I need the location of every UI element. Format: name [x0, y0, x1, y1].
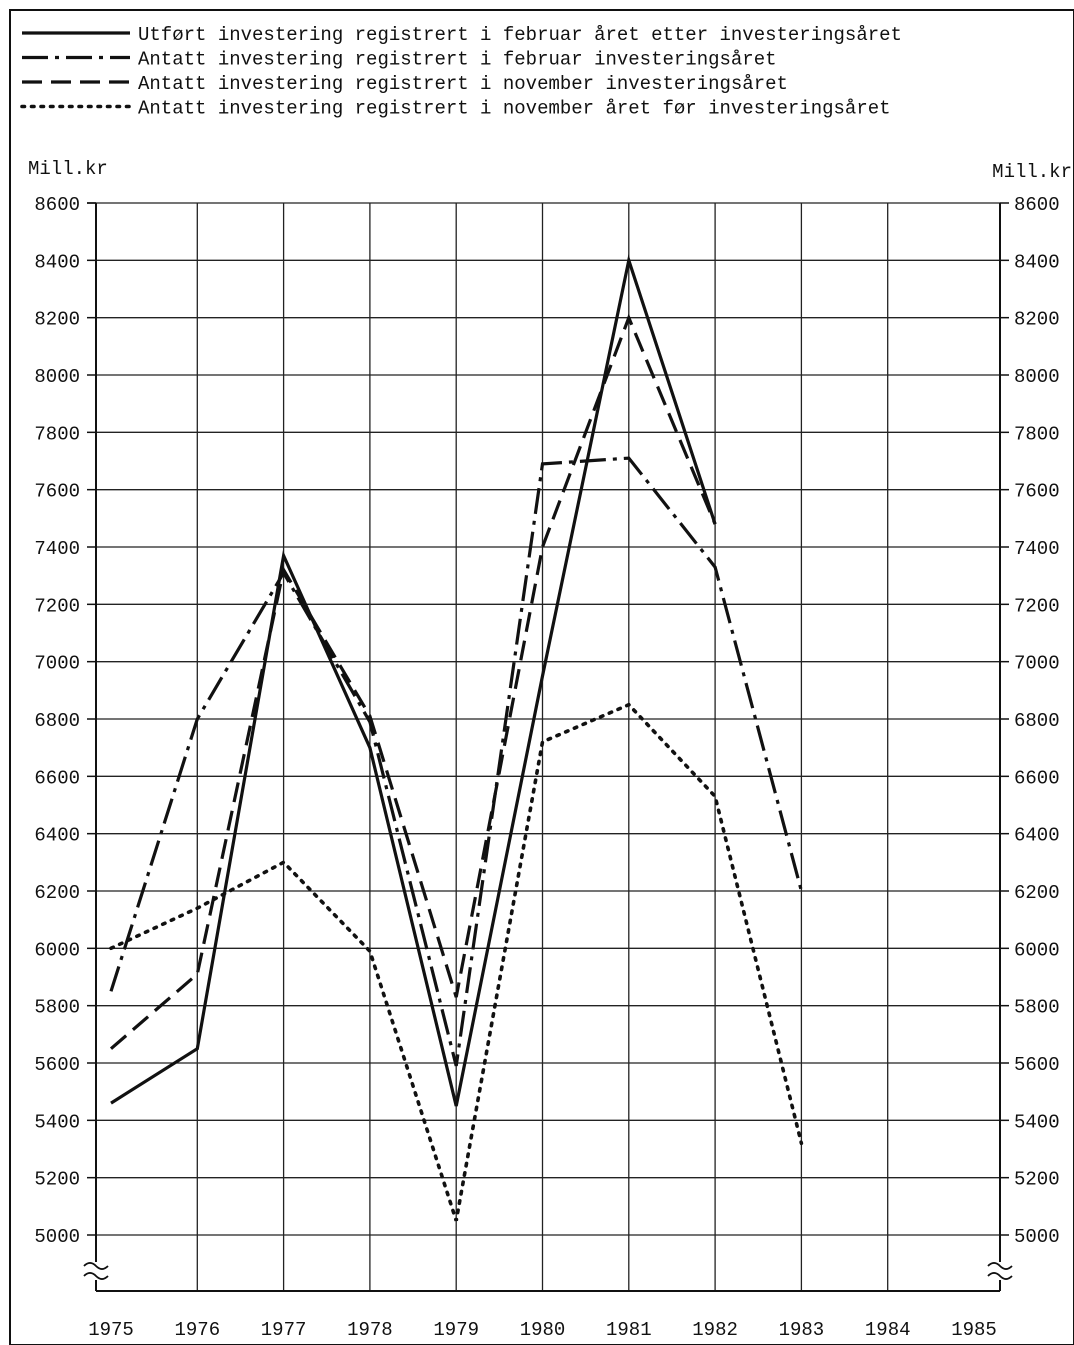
x-tick-label: 1981: [606, 1319, 652, 1341]
x-tick-label: 1982: [692, 1319, 738, 1341]
x-tick-label: 1977: [261, 1319, 307, 1341]
y-tick-label-left: 6600: [34, 767, 80, 789]
y-tick-label-left: 7200: [34, 595, 80, 617]
y-tick-label-left: 8000: [34, 366, 80, 388]
x-tick-label: 1975: [88, 1319, 134, 1341]
axes: [83, 202, 1013, 1292]
axis-break-right-upper: [987, 1262, 1013, 1270]
grid: [96, 202, 1000, 1291]
legend-label: Antatt investering registrert i november…: [138, 98, 891, 120]
legend-label: Utført investering registrert i februar …: [138, 24, 902, 46]
y-tick-label-left: 5000: [34, 1226, 80, 1248]
y-tick-label-right: 5800: [1014, 997, 1060, 1019]
y-tick-label-right: 6200: [1014, 882, 1060, 904]
y-tick-label-left: 5600: [34, 1054, 80, 1076]
chart-frame: [9, 9, 1074, 1345]
y-tick-label-right: 6400: [1014, 825, 1060, 847]
series-line-dashdot: [109, 456, 803, 1067]
x-tick-label: 1976: [174, 1319, 220, 1341]
series-line-dash: [109, 313, 717, 1050]
right-unit-label: Mill.kr: [992, 161, 1072, 183]
x-tick-label: 1979: [433, 1319, 479, 1341]
y-tick-label-left: 7400: [34, 538, 80, 560]
y-tick-label-left: 7600: [34, 481, 80, 503]
y-tick-labels-left: 5000 5200 5400 5600 5800 6000 6200 6400 6600 6800…: [34, 194, 80, 1248]
y-tick-label-right: 7400: [1014, 538, 1060, 560]
legend-label: Antatt investering registrert i februar …: [138, 49, 777, 71]
y-tick-label-left: 6800: [34, 710, 80, 732]
y-tick-label-right: 6800: [1014, 710, 1060, 732]
y-tick-label-left: 8600: [34, 194, 80, 216]
y-tick-label-right: 8600: [1014, 194, 1060, 216]
x-tick-labels: 1975 1976 1977 1978 1979 1980 1981 1982 1983 1984…: [88, 1319, 997, 1341]
y-tick-label-left: 8200: [34, 309, 80, 331]
x-tick-label: 1980: [520, 1319, 566, 1341]
y-tick-label-right: 8400: [1014, 251, 1060, 273]
y-tick-label-left: 6000: [34, 939, 80, 961]
axis-break-left-lower: [83, 1272, 109, 1280]
y-tick-label-right: 5400: [1014, 1111, 1060, 1133]
series-line-dot: [109, 702, 804, 1222]
y-tick-label-right: 8000: [1014, 366, 1060, 388]
series-line-solid: [110, 254, 717, 1107]
x-tick-label: 1984: [865, 1319, 911, 1341]
y-tick-label-right: 7200: [1014, 595, 1060, 617]
x-tick-label: 1985: [951, 1319, 997, 1341]
y-tick-label-left: 5400: [34, 1111, 80, 1133]
y-tick-label-right: 5600: [1014, 1054, 1060, 1076]
y-tick-label-right: 6000: [1014, 939, 1060, 961]
series-lines: [109, 254, 804, 1222]
legend: Utført investering registrert i februar …: [20, 24, 902, 120]
x-tick-label: 1978: [347, 1319, 393, 1341]
y-tick-label-left: 7800: [34, 423, 80, 445]
y-tick-label-left: 7000: [34, 653, 80, 675]
y-tick-label-right: 8200: [1014, 309, 1060, 331]
y-tick-label-left: 8400: [34, 251, 80, 273]
y-tick-label-right: 7600: [1014, 481, 1060, 503]
x-tick-label: 1983: [779, 1319, 825, 1341]
axis-break-left-upper: [83, 1262, 109, 1270]
axis-break-right-lower: [987, 1272, 1013, 1280]
left-unit-label: Mill.kr: [28, 158, 108, 180]
y-tick-label-left: 6200: [34, 882, 80, 904]
y-tick-label-left: 6400: [34, 825, 80, 847]
y-tick-label-left: 5800: [34, 997, 80, 1019]
y-tick-label-left: 5200: [34, 1169, 80, 1191]
y-tick-label-right: 7000: [1014, 653, 1060, 675]
y-tick-label-right: 6600: [1014, 767, 1060, 789]
y-tick-label-right: 7800: [1014, 423, 1060, 445]
y-tick-label-right: 5200: [1014, 1169, 1060, 1191]
legend-label: Antatt investering registrert i november…: [138, 73, 788, 95]
y-tick-label-right: 5000: [1014, 1226, 1060, 1248]
y-tick-labels-right: 5000 5200 5400 5600 5800 6000 6200 6400 6600 6800…: [1014, 194, 1060, 1248]
